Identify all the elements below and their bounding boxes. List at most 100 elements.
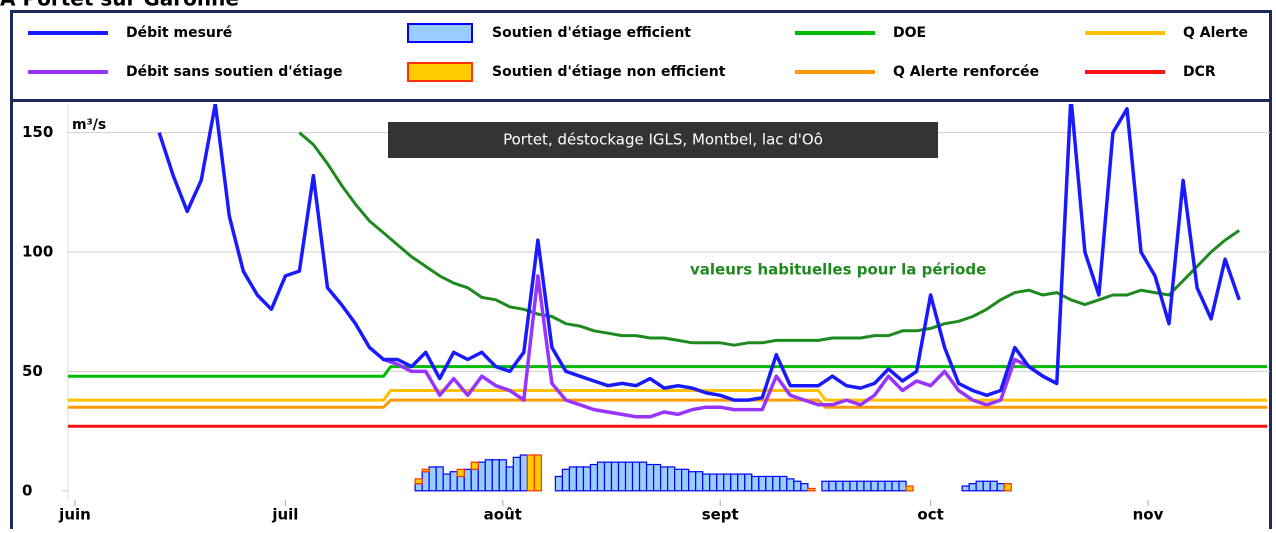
bar [884,480,893,492]
annotation: valeurs habituelles pour la période [690,261,986,279]
bar [526,454,535,492]
bar [877,480,886,492]
x-tick-label: nov [1133,506,1164,524]
series-line [68,365,1268,378]
bar [744,473,753,492]
bar [435,466,444,492]
legend-label: Soutien d'étiage efficient [492,25,691,41]
bar [905,485,914,492]
bar [568,466,578,492]
bar [491,459,500,492]
bar [765,475,774,492]
bar [807,487,816,492]
legend-label: DCR [1183,64,1216,80]
legend-box [10,10,1272,102]
legend-swatch [407,62,473,82]
bar [582,466,592,492]
bar [751,475,760,492]
bar [898,480,907,492]
bar [659,466,669,492]
legend-label: Q Alerte renforcée [893,64,1039,80]
bar [793,480,802,492]
bar [421,468,430,473]
reference-line [298,131,1241,347]
bar [688,471,697,492]
bar [982,480,991,492]
bar [470,468,479,492]
bar [828,480,837,492]
legend-swatch [407,23,473,43]
bar [709,473,718,492]
x-tick-label: oct [917,506,943,524]
bar [603,461,613,492]
bar [835,480,844,492]
bar [961,485,970,492]
x-tick-label: juil [271,506,298,524]
bar [737,473,746,492]
bar [428,466,437,492]
chart-title: Portet, déstockage IGLS, Montbel, lac d'… [503,131,823,149]
bar [596,461,606,492]
bar [456,475,465,492]
bar [891,480,900,492]
legend-label: Débit sans soutien d'étiage [126,64,342,80]
bar [716,473,725,492]
bar [723,473,732,492]
bar [849,480,858,492]
bar [414,478,423,485]
bar [842,480,851,492]
bar [477,461,486,492]
legend-label: DOE [893,25,926,41]
series-line [383,274,1058,419]
x-tick-label: sept [702,506,739,524]
bar [989,480,998,492]
bar [624,461,634,492]
bar [470,461,479,470]
bar [674,468,683,492]
series-line [157,104,1241,402]
bar [786,478,795,492]
bar [631,461,641,492]
bar [575,466,585,492]
bar [589,463,599,492]
bar [512,456,521,492]
bar [610,461,620,492]
legend-label: Q Alerte [1183,25,1248,41]
title-box [388,122,938,158]
bar [730,473,739,492]
y-tick-label: 0 [22,481,32,499]
y-unit: m³/s [72,117,106,133]
bar [695,471,704,492]
bar [821,480,830,492]
bar [442,473,451,492]
bar [1003,483,1012,492]
y-tick-label: 150 [22,123,53,141]
x-tick-label: juin [58,506,91,524]
bar [645,463,655,492]
bar [652,463,662,492]
bar [456,468,465,478]
y-tick-label: 50 [22,362,43,380]
bar [561,468,571,492]
bar [554,475,564,492]
bar [667,466,676,492]
bar [484,459,493,492]
bar [800,483,809,492]
bar [758,475,767,492]
bar [681,468,690,492]
bar [772,475,781,492]
series-line [68,398,1268,409]
bar [870,480,879,492]
x-tick-label: août [484,506,522,524]
bar [856,480,865,492]
bar [702,473,711,492]
bar [996,483,1005,492]
bar [968,483,977,492]
bar [498,459,507,492]
bar [463,468,472,492]
bar [638,461,648,492]
bar [421,471,430,492]
bar [505,466,514,492]
bar [414,483,423,492]
